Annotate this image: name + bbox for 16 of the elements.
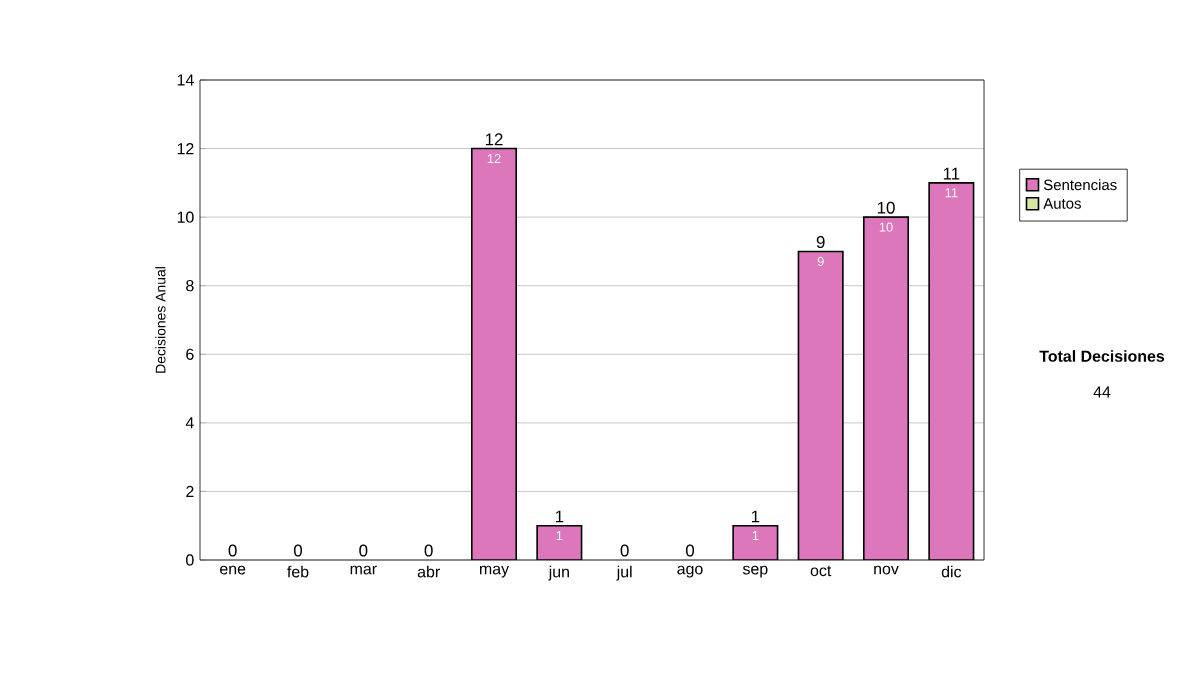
- total-label: 0: [228, 544, 237, 557]
- bar: [928, 182, 975, 560]
- total-label: 0: [293, 544, 303, 557]
- total-label: 0: [620, 544, 629, 557]
- total-label: 10: [877, 201, 895, 214]
- total-label: 0: [359, 544, 368, 557]
- bar: [470, 147, 518, 560]
- bar: [863, 216, 910, 560]
- total-label: 1: [751, 510, 760, 523]
- total-label: 0: [424, 544, 433, 557]
- total-label: 11: [943, 167, 960, 180]
- bar: [797, 250, 844, 560]
- total-label: 1: [555, 510, 564, 523]
- total-label: 12: [485, 133, 503, 146]
- total-label: 9: [816, 236, 825, 249]
- total-label: 0: [685, 544, 695, 557]
